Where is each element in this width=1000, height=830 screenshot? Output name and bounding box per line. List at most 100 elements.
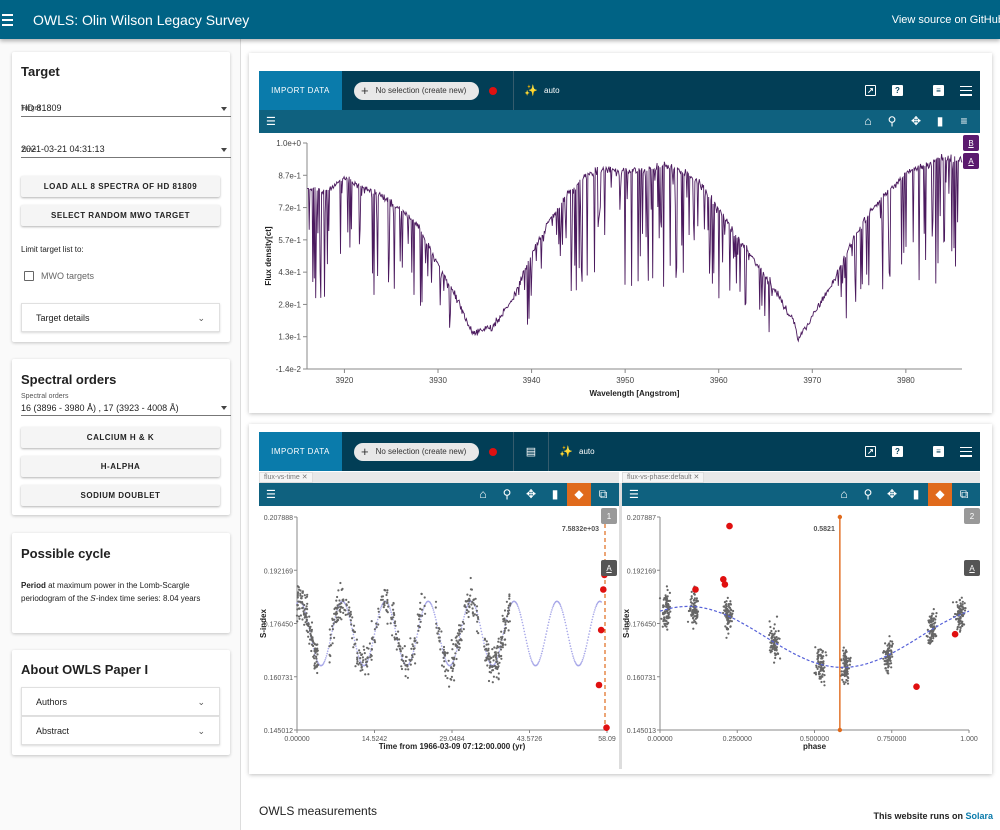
magic-wand-icon[interactable]: ✨	[559, 446, 573, 458]
layer-badge-a[interactable]: A	[601, 560, 617, 576]
h-alpha-button[interactable]: H-ALPHA	[21, 456, 220, 477]
data-point	[309, 632, 312, 635]
zoom-icon[interactable]: ⚲	[502, 487, 512, 501]
mode-auto-label[interactable]: auto	[579, 447, 595, 456]
tab-flux-vs-phase[interactable]: flux-vs-phase:default ✕	[622, 472, 705, 483]
model-point	[528, 650, 530, 653]
mwo-targets-checkbox[interactable]	[24, 271, 34, 281]
export-icon[interactable]: ↗	[865, 85, 876, 96]
spectral-orders-select[interactable]: 16 (3896 - 3980 Å) , 17 (3923 - 4008 Å)	[21, 402, 231, 416]
model-point	[562, 613, 565, 616]
selection-chip[interactable]: + No selection (create new)	[354, 81, 479, 100]
data-point	[928, 641, 931, 644]
legend-badge-b[interactable]: B	[963, 135, 979, 151]
home-icon[interactable]: ⌂	[479, 487, 487, 501]
xrange-icon[interactable]: ▮	[936, 114, 944, 128]
solara-link[interactable]: Solara	[965, 811, 993, 821]
data-point	[504, 621, 507, 624]
help-icon[interactable]: ?	[892, 85, 903, 96]
target-select[interactable]: HD 81809	[21, 103, 231, 117]
y-tick-label: 5.7e-1	[278, 236, 301, 245]
import-data-button[interactable]: IMPORT DATA	[259, 71, 342, 110]
x-tick-label: 3970	[803, 376, 821, 385]
data-point	[391, 634, 394, 637]
data-point	[963, 602, 966, 605]
data-point	[770, 636, 773, 639]
data-point	[339, 610, 342, 614]
model-point	[521, 619, 523, 621]
flux-vs-time-chart[interactable]: 0.207888 0.192169 0.176450 0.160731 0.145012…	[259, 506, 619, 774]
record-icon[interactable]	[489, 86, 497, 95]
data-point	[457, 648, 460, 652]
flux-vs-phase-chart[interactable]: 0.207887 0.192169 0.176450 0.160731 0.145013…	[622, 506, 980, 774]
import-data-button[interactable]: IMPORT DATA	[259, 432, 342, 471]
mode-auto-label[interactable]: auto	[544, 86, 560, 95]
histogram-icon[interactable]: ▤	[525, 446, 537, 458]
y-tick-label: 1.0e+0	[276, 139, 301, 148]
model-point	[421, 611, 424, 613]
layer-list-icon[interactable]: ☰	[266, 489, 276, 501]
app-title: OWLS: Olin Wilson Legacy Survey	[33, 11, 250, 28]
copy-icon[interactable]: ⧉	[959, 487, 969, 501]
xrange-icon[interactable]: ▮	[912, 487, 920, 501]
layer-list-icon[interactable]: ☰	[629, 489, 639, 501]
phase-tool-icon[interactable]: ◆	[567, 483, 591, 506]
close-icon[interactable]: ✕	[301, 474, 308, 481]
layer-badge-a[interactable]: A	[964, 560, 980, 576]
menu-icon[interactable]	[960, 446, 972, 457]
home-icon[interactable]: ⌂	[864, 114, 872, 128]
data-point	[483, 645, 486, 648]
model-point	[323, 662, 325, 664]
data-point	[772, 645, 775, 648]
data-point	[440, 664, 444, 667]
authors-expander[interactable]: Authors ⌄	[21, 687, 220, 716]
viewer-badge-2[interactable]: 2	[964, 508, 980, 524]
spectrum-chart[interactable]: 1.0e+0 8.7e-1 7.2e-1 5.7e-1 4.3e-1 2.8e-1 1.3e…	[257, 135, 985, 405]
pan-icon[interactable]: ✥	[886, 487, 898, 501]
hamburger-menu-icon[interactable]	[2, 13, 18, 26]
magic-wand-icon[interactable]: ✨	[524, 85, 538, 97]
model-point	[462, 618, 465, 621]
github-source-link[interactable]: View source on GitHub	[891, 13, 1000, 26]
time-select[interactable]: 2021-03-21 04:31:13	[21, 144, 231, 158]
record-icon[interactable]	[489, 447, 497, 456]
menu-icon[interactable]	[960, 85, 972, 96]
data-point	[338, 599, 341, 602]
zoom-icon[interactable]: ⚲	[863, 487, 873, 501]
calcium-hk-button[interactable]: CALCIUM H & K	[21, 427, 220, 448]
layer-list-icon[interactable]: ☰	[266, 116, 276, 128]
data-point	[355, 638, 358, 641]
copy-icon[interactable]: ⧉	[598, 487, 608, 501]
data-point	[503, 629, 506, 632]
data-point	[770, 641, 773, 644]
xrange-icon[interactable]: ▮	[551, 487, 559, 501]
viewer-tools: ⌂ ⚲ ✥ ▮ ◆ ⧉	[471, 483, 615, 506]
viewer-badge-1[interactable]: 1	[601, 508, 617, 524]
data-point	[409, 663, 412, 666]
data-point	[461, 620, 464, 623]
phase-tool-icon[interactable]: ◆	[928, 483, 952, 506]
target-details-expander[interactable]: Target details ⌄	[21, 303, 220, 332]
data-point	[847, 676, 850, 680]
close-icon[interactable]: ✕	[693, 474, 700, 481]
export-icon[interactable]: ↗	[865, 446, 876, 457]
selection-chip[interactable]: + No selection (create new)	[354, 442, 479, 461]
chat-icon[interactable]: ≡	[933, 446, 944, 457]
select-random-target-button[interactable]: SELECT RANDOM MWO TARGET	[21, 205, 220, 226]
home-icon[interactable]: ⌂	[840, 487, 848, 501]
model-point	[432, 607, 434, 609]
zoom-icon[interactable]: ⚲	[887, 114, 897, 128]
legend-badge-a[interactable]: A	[963, 153, 979, 169]
pan-icon[interactable]: ✥	[525, 487, 537, 501]
load-all-spectra-button[interactable]: LOAD ALL 8 SPECTRA OF HD 81809	[21, 176, 220, 197]
viewer-splitter[interactable]	[619, 483, 622, 769]
chat-icon[interactable]: ≡	[933, 85, 944, 96]
abstract-expander[interactable]: Abstract ⌄	[21, 716, 220, 745]
settings-sliders-icon[interactable]: ≡	[960, 114, 968, 128]
help-icon[interactable]: ?	[892, 446, 903, 457]
sodium-doublet-button[interactable]: SODIUM DOUBLET	[21, 485, 220, 506]
model-point	[464, 613, 466, 616]
pan-icon[interactable]: ✥	[910, 114, 922, 128]
tab-flux-vs-time[interactable]: flux-vs-time ✕	[259, 472, 313, 483]
data-point	[823, 684, 826, 687]
